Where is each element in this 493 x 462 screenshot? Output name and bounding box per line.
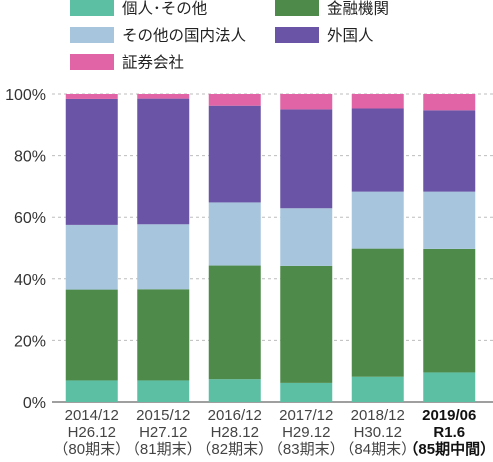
- bar-segment: [280, 109, 333, 209]
- bar-segment: [351, 94, 404, 109]
- bar-segment: [208, 105, 261, 203]
- bar-segment: [423, 372, 476, 402]
- legend-swatch: [70, 54, 114, 70]
- legend-item: 金融機関: [275, 0, 389, 18]
- bar-segment: [137, 289, 190, 381]
- legend-swatch: [275, 27, 319, 43]
- legend-item: 個人･その他: [70, 0, 207, 18]
- bar-segment: [280, 208, 333, 266]
- legend-label: 個人･その他: [122, 0, 207, 18]
- y-tick-label: 80%: [14, 149, 46, 166]
- bar-stack: [351, 94, 404, 402]
- bar-stack: [137, 94, 190, 402]
- bar-segment: [65, 380, 118, 402]
- x-tick-label: 2018/12: [351, 407, 405, 424]
- x-tick-label: 2016/12: [208, 407, 262, 424]
- y-tick-label: 100%: [5, 87, 46, 104]
- bar-segment: [137, 380, 190, 402]
- x-tick-label: 2017/12: [279, 407, 333, 424]
- x-tick-label: 2019/06: [422, 407, 476, 424]
- bar-segment: [351, 108, 404, 192]
- bar-segment: [351, 191, 404, 249]
- bar-segment: [351, 248, 404, 377]
- x-tick-label: （84期末）: [339, 441, 416, 458]
- x-tick-label: （81期末）: [125, 441, 202, 458]
- bar-segment: [208, 265, 261, 380]
- legend-label: その他の国内法人: [122, 27, 246, 45]
- y-tick-label: 60%: [14, 210, 46, 227]
- bar-segment: [423, 94, 476, 111]
- bar-segment: [280, 382, 333, 402]
- bar-segment: [208, 202, 261, 266]
- x-tick-label: H26.12: [68, 424, 116, 441]
- bar-segment: [208, 379, 261, 402]
- bar-segment: [423, 110, 476, 192]
- bar-segment: [65, 94, 118, 99]
- x-tick-label: H28.12: [211, 424, 259, 441]
- y-tick-label: 0%: [23, 395, 46, 412]
- x-tick-label: （83期末）: [268, 441, 345, 458]
- y-tick-label: 20%: [14, 333, 46, 350]
- x-tick-label: （80期末）: [53, 441, 130, 458]
- legend-label: 外国人: [327, 27, 374, 45]
- bar-segment: [65, 98, 118, 225]
- bar-segment: [423, 248, 476, 373]
- bar-stack: [423, 94, 476, 402]
- legend-item: その他の国内法人: [70, 27, 246, 45]
- bar-segment: [65, 224, 118, 290]
- x-tick-label: 2015/12: [136, 407, 190, 424]
- bar-segment: [280, 94, 333, 110]
- x-tick-label: 2014/12: [65, 407, 119, 424]
- bar-segment: [65, 289, 118, 381]
- legend-label: 金融機関: [327, 0, 389, 18]
- legend-label: 証券会社: [122, 54, 184, 72]
- legend-item: 外国人: [275, 27, 374, 45]
- x-tick-label: H29.12: [282, 424, 330, 441]
- bar-stack: [65, 94, 118, 402]
- bar-segment: [351, 376, 404, 402]
- legend-item: 証券会社: [70, 54, 184, 72]
- x-tick-label: R1.6: [433, 424, 465, 441]
- legend-swatch: [70, 0, 114, 16]
- x-tick-label: H30.12: [354, 424, 402, 441]
- legend-swatch: [275, 0, 319, 16]
- x-tick-label: （85期中間）: [403, 440, 493, 458]
- bar-stack: [208, 94, 261, 402]
- bar-segment: [137, 224, 190, 290]
- bar-segment: [423, 191, 476, 249]
- bar-stack: [280, 94, 333, 402]
- x-tick-label: （82期末）: [196, 441, 273, 458]
- x-tick-label: H27.12: [139, 424, 187, 441]
- bar-segment: [208, 94, 261, 106]
- bar-segment: [137, 94, 190, 99]
- bar-segment: [137, 98, 190, 225]
- y-tick-label: 40%: [14, 272, 46, 289]
- legend-swatch: [70, 27, 114, 43]
- bar-segment: [280, 265, 333, 383]
